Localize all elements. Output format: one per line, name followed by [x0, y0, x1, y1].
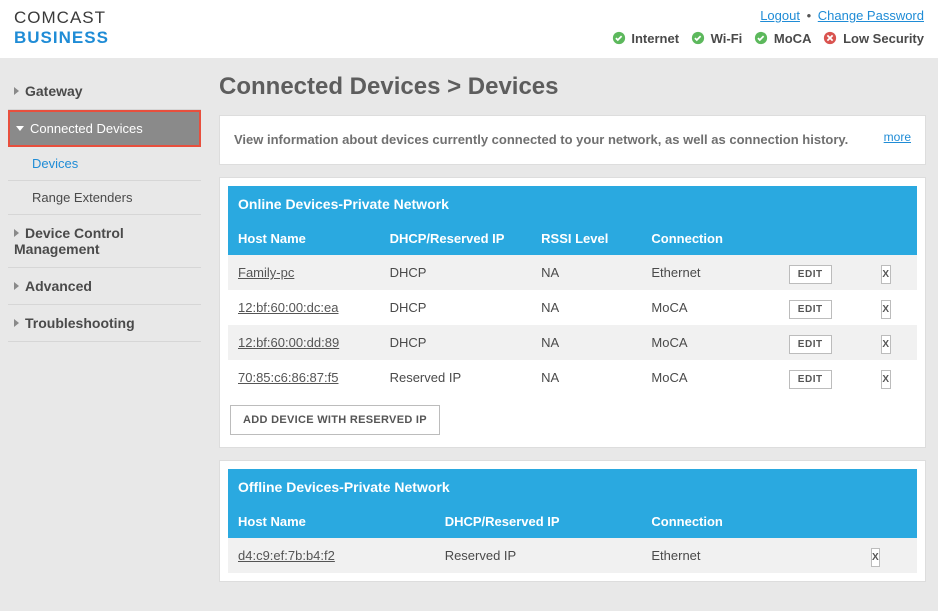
delete-button[interactable]: X: [881, 300, 890, 319]
edit-button[interactable]: EDIT: [789, 265, 832, 284]
dhcp-cell: DHCP: [380, 325, 532, 360]
connection-cell: MoCA: [641, 360, 765, 395]
chevron-right-icon: [14, 319, 19, 327]
online-devices-table: Host NameDHCP/Reserved IPRSSI LevelConne…: [228, 222, 917, 255]
edit-button[interactable]: EDIT: [789, 300, 832, 319]
sidebar-item-connected-devices[interactable]: Connected Devices: [8, 110, 201, 147]
delete-button[interactable]: X: [881, 335, 890, 354]
more-link[interactable]: more: [884, 130, 911, 144]
dhcp-cell: Reserved IP: [380, 360, 532, 395]
online-table-title: Online Devices-Private Network: [228, 186, 917, 222]
rssi-cell: NA: [531, 255, 641, 290]
sidebar: GatewayConnected DevicesDevicesRange Ext…: [6, 65, 201, 594]
delete-button[interactable]: X: [881, 370, 890, 389]
logo-line1: COMCAST: [14, 8, 109, 28]
sidebar-item-device-control-management[interactable]: Device Control Management: [8, 215, 201, 268]
rssi-cell: NA: [531, 360, 641, 395]
add-device-button[interactable]: ADD DEVICE WITH RESERVED IP: [230, 405, 440, 435]
offline-col-header: Connection: [641, 505, 834, 538]
page-title: Connected Devices > Devices: [219, 73, 926, 101]
dhcp-cell: DHCP: [380, 290, 532, 325]
brand-logo: COMCAST BUSINESS: [14, 8, 109, 48]
status-internet: Internet: [612, 31, 679, 46]
connection-cell: MoCA: [641, 290, 765, 325]
rssi-cell: NA: [531, 325, 641, 360]
chevron-down-icon: [16, 126, 24, 131]
logo-line2: BUSINESS: [14, 28, 109, 48]
table-row: 70:85:c6:86:87:f5 Reserved IPNAMoCA EDIT X: [228, 360, 917, 395]
host-link[interactable]: 12:bf:60:00:dc:ea: [238, 300, 338, 315]
info-text: View information about devices currently…: [234, 130, 848, 150]
sidebar-item-advanced[interactable]: Advanced: [8, 268, 201, 305]
offline-col-header: DHCP/Reserved IP: [435, 505, 642, 538]
status-wi-fi: Wi-Fi: [691, 31, 742, 46]
sidebar-item-range-extenders[interactable]: Range Extenders: [8, 181, 201, 215]
table-row: 12:bf:60:00:dd:89 DHCPNAMoCA EDIT X: [228, 325, 917, 360]
delete-button[interactable]: X: [871, 548, 880, 567]
table-row: Family-pc DHCPNAEthernet EDIT X: [228, 255, 917, 290]
connection-cell: Ethernet: [641, 538, 834, 573]
status-moca: MoCA: [754, 31, 811, 46]
sidebar-item-gateway[interactable]: Gateway: [8, 73, 201, 110]
host-link[interactable]: 12:bf:60:00:dd:89: [238, 335, 339, 350]
dhcp-cell: DHCP: [380, 255, 532, 290]
logout-link[interactable]: Logout: [760, 8, 800, 23]
chevron-right-icon: [14, 87, 19, 95]
edit-button[interactable]: EDIT: [789, 335, 832, 354]
offline-col-header: Host Name: [228, 505, 435, 538]
host-link[interactable]: Family-pc: [238, 265, 294, 280]
online-col-header: RSSI Level: [531, 222, 641, 255]
table-row: d4:c9:ef:7b:b4:f2 Reserved IPEthernet X: [228, 538, 917, 573]
dhcp-cell: Reserved IP: [435, 538, 642, 573]
offline-devices-table: Host NameDHCP/Reserved IPConnection: [228, 505, 917, 538]
edit-button[interactable]: EDIT: [789, 370, 832, 389]
chevron-right-icon: [14, 282, 19, 290]
connection-cell: MoCA: [641, 325, 765, 360]
table-row: 12:bf:60:00:dc:ea DHCPNAMoCA EDIT X: [228, 290, 917, 325]
rssi-cell: NA: [531, 290, 641, 325]
offline-table-title: Offline Devices-Private Network: [228, 469, 917, 505]
host-link[interactable]: d4:c9:ef:7b:b4:f2: [238, 548, 335, 563]
delete-button[interactable]: X: [881, 265, 890, 284]
change-password-link[interactable]: Change Password: [818, 8, 924, 23]
online-col-header: DHCP/Reserved IP: [380, 222, 532, 255]
status-row: Internet Wi-Fi MoCA Low Security: [600, 31, 924, 46]
connection-cell: Ethernet: [641, 255, 765, 290]
online-col-header: Connection: [641, 222, 765, 255]
online-col-header: Host Name: [228, 222, 380, 255]
separator: •: [807, 8, 812, 23]
sidebar-item-troubleshooting[interactable]: Troubleshooting: [8, 305, 201, 342]
sidebar-item-devices[interactable]: Devices: [8, 147, 201, 181]
status-low-security: Low Security: [823, 31, 924, 46]
chevron-right-icon: [14, 229, 19, 237]
host-link[interactable]: 70:85:c6:86:87:f5: [238, 370, 338, 385]
